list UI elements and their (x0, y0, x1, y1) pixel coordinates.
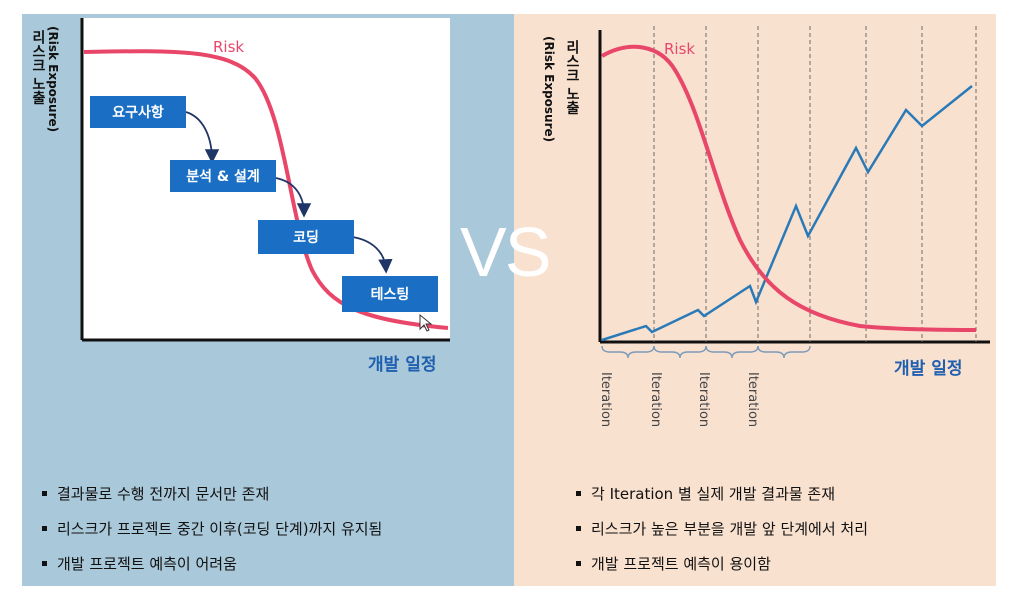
left-y-axis-sublabel: (Risk Exposure) (46, 26, 60, 133)
phase-box-coding: 코딩 (258, 220, 354, 254)
iteration-braces (601, 345, 811, 359)
phase-box-analysis-design: 분석 & 설계 (170, 160, 276, 192)
left-y-axis-label: 리스크 노출 (30, 30, 46, 105)
iteration-label-1: Iteration (598, 372, 613, 428)
iteration-divider-lines (653, 26, 977, 342)
phase-box-testing: 테스팅 (342, 276, 438, 312)
right-risk-label: Risk (664, 40, 696, 58)
progress-line (601, 85, 973, 342)
list-item: 개발 프로젝트 예측이 어려움 (42, 546, 382, 581)
right-x-axis-label: 개발 일정 (894, 359, 963, 379)
iteration-label-2: Iteration (648, 372, 663, 428)
right-y-axis-label: 리스크 노출 (564, 40, 580, 115)
right-risk-curve (601, 44, 977, 332)
arrow-req-to-analysis (185, 111, 220, 164)
list-item: 결과물로 수행 전까지 문서만 존재 (42, 476, 382, 511)
list-item: 각 Iteration 별 실제 개발 결과물 존재 (576, 476, 868, 511)
right-y-axis-sublabel: (Risk Exposure) (542, 36, 556, 143)
vs-label: VS (460, 213, 551, 291)
list-item: 리스크가 높은 부분을 개발 앞 단계에서 처리 (576, 511, 868, 546)
arrow-analysis-to-coding (275, 177, 312, 218)
left-x-axis-label: 개발 일정 (368, 355, 437, 375)
phase-box-requirements: 요구사항 (90, 96, 186, 128)
left-bullet-list: 결과물로 수행 전까지 문서만 존재 리스크가 프로젝트 중간 이후(코딩 단계… (42, 476, 382, 581)
left-risk-label: Risk (213, 38, 245, 56)
list-item: 리스크가 프로젝트 중간 이후(코딩 단계)까지 유지됨 (42, 511, 382, 546)
iteration-label-3: Iteration (696, 372, 711, 428)
arrow-coding-to-testing (351, 236, 393, 274)
iteration-label-4: Iteration (745, 372, 760, 428)
list-item: 개발 프로젝트 예측이 용이함 (576, 546, 868, 581)
right-bullet-list: 각 Iteration 별 실제 개발 결과물 존재 리스크가 높은 부분을 개… (576, 476, 868, 581)
mouse-cursor-icon (419, 313, 433, 332)
